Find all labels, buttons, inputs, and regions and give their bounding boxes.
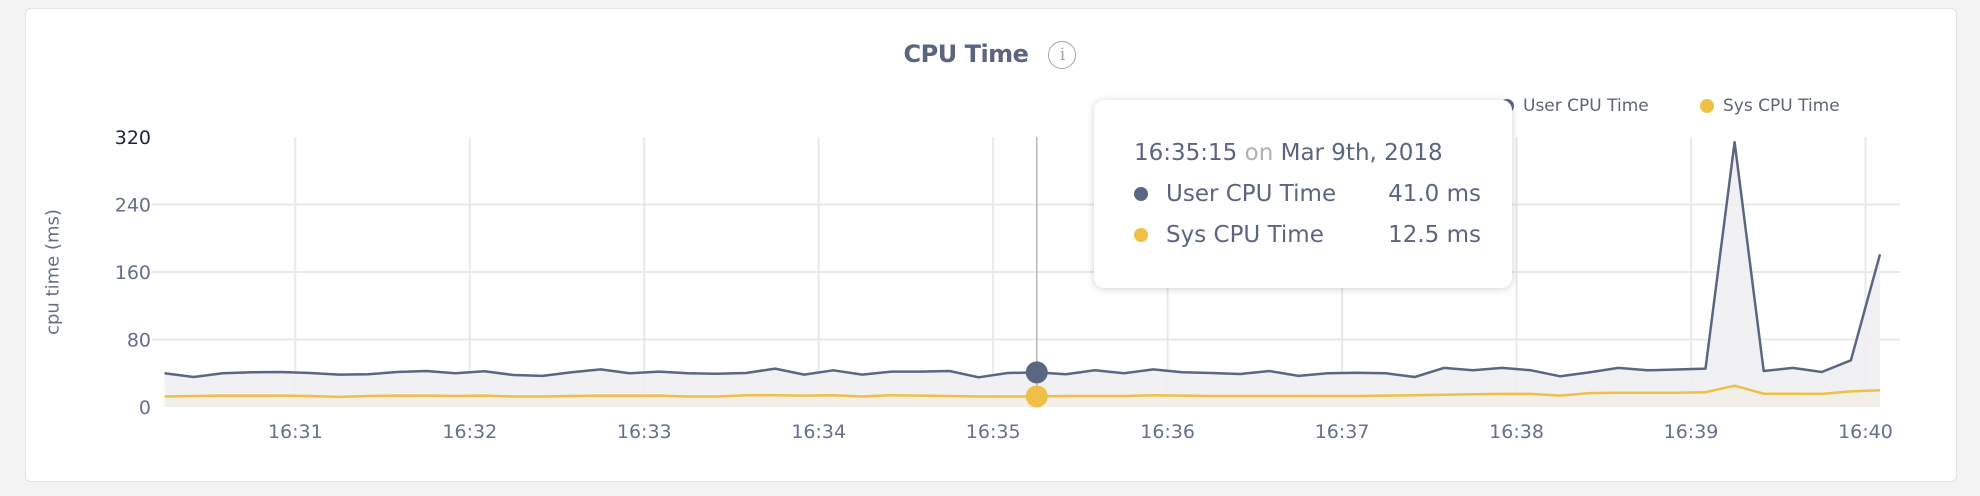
user-cpu-point <box>1025 361 1048 384</box>
x-tick-label: 16:35 <box>966 421 1021 443</box>
tooltip-time: 16:35:15 <box>1134 140 1238 166</box>
info-icon[interactable]: i <box>1048 41 1077 69</box>
area-sys-cpu <box>164 385 1880 407</box>
sys-dot-icon <box>1134 228 1148 242</box>
legend-label: User CPU Time <box>1523 96 1649 116</box>
legend-label: Sys CPU Time <box>1723 96 1840 116</box>
tooltip-row-sys: Sys CPU Time 12.5 ms <box>1134 222 1512 248</box>
tooltip-on: on <box>1244 140 1274 166</box>
tooltip-series-value: 12.5 ms <box>1388 222 1481 248</box>
tooltip-row-user: User CPU Time 41.0 ms <box>1134 181 1512 207</box>
x-tick-label: 16:34 <box>791 421 846 443</box>
chart-title: CPU Time <box>903 40 1029 68</box>
x-tick-label: 16:32 <box>442 421 497 443</box>
legend-item-sys-cpu[interactable]: Sys CPU Time <box>1700 96 1840 116</box>
x-tick-label: 16:39 <box>1664 421 1719 443</box>
y-tick-label: 240 <box>115 195 151 217</box>
sys-cpu-point <box>1025 385 1048 408</box>
y-tick-label: 320 <box>115 127 151 149</box>
x-tick-label: 16:37 <box>1315 421 1370 443</box>
x-tick-label: 16:31 <box>268 421 323 443</box>
chart-tooltip: 16:35:15 on Mar 9th, 2018 User CPU Time … <box>1094 100 1512 288</box>
x-tick-label: 16:38 <box>1489 421 1544 443</box>
x-tick-label: 16:36 <box>1140 421 1195 443</box>
line-sys-cpu <box>164 384 1881 399</box>
user-dot-icon <box>1134 187 1148 201</box>
tooltip-series-value: 41.0 ms <box>1388 181 1481 207</box>
tooltip-date: Mar 9th, 2018 <box>1280 140 1443 166</box>
tooltip-series-name: User CPU Time <box>1166 181 1337 207</box>
chart-header: CPU Time i <box>0 40 1980 69</box>
legend-dot-icon <box>1700 99 1714 113</box>
line-user-cpu <box>164 140 1882 379</box>
tooltip-timestamp: 16:35:15 on Mar 9th, 2018 <box>1134 140 1512 166</box>
y-tick-label: 160 <box>115 262 151 284</box>
area-user-cpu <box>164 142 1880 407</box>
tooltip-series-name: Sys CPU Time <box>1166 222 1324 248</box>
x-tick-label: 16:40 <box>1838 421 1893 443</box>
y-tick-label: 80 <box>127 330 151 352</box>
legend-item-user-cpu[interactable]: User CPU Time <box>1500 96 1649 116</box>
y-tick-label: 0 <box>139 397 151 419</box>
x-tick-label: 16:33 <box>617 421 672 443</box>
